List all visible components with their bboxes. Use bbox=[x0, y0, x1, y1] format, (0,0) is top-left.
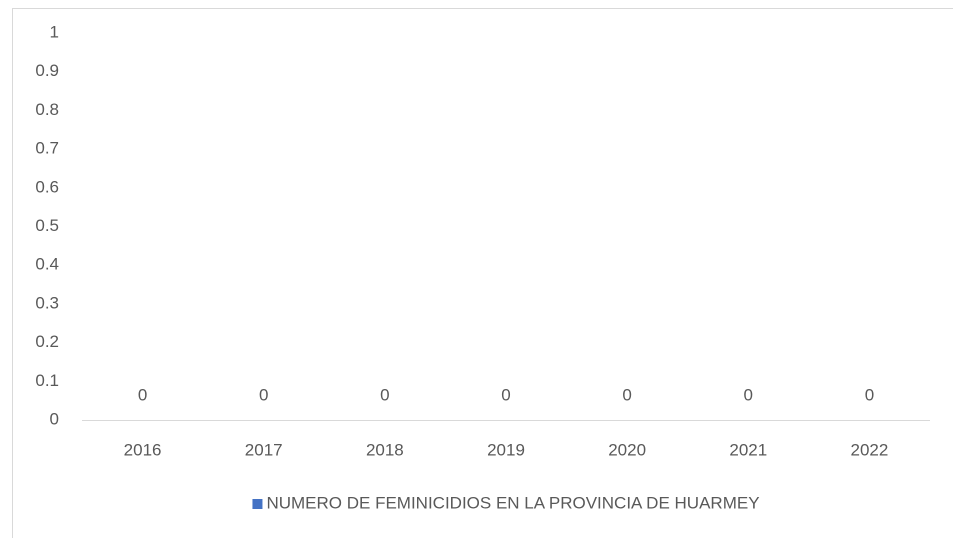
x-tick-label: 2022 bbox=[851, 440, 889, 459]
y-tick-label: 0.2 bbox=[35, 332, 59, 351]
data-label: 0 bbox=[865, 385, 874, 404]
data-label: 0 bbox=[138, 385, 147, 404]
data-label: 0 bbox=[259, 385, 268, 404]
y-tick-label: 0.8 bbox=[35, 100, 59, 119]
x-tick-label: 2017 bbox=[245, 440, 283, 459]
chart-border bbox=[12, 8, 953, 538]
y-tick-label: 0.1 bbox=[35, 371, 59, 390]
data-label: 0 bbox=[622, 385, 631, 404]
legend-label: NUMERO DE FEMINICIDIOS EN LA PROVINCIA D… bbox=[266, 493, 759, 512]
x-tick-label: 2021 bbox=[729, 440, 767, 459]
y-tick-label: 0.4 bbox=[35, 255, 59, 274]
y-tick-label: 0.9 bbox=[35, 61, 59, 80]
data-label: 0 bbox=[744, 385, 753, 404]
x-tick-label: 2018 bbox=[366, 440, 404, 459]
y-tick-label: 1 bbox=[50, 22, 59, 41]
legend-swatch bbox=[252, 499, 263, 509]
y-tick-label: 0.7 bbox=[35, 139, 59, 158]
y-tick-label: 0.5 bbox=[35, 216, 59, 235]
x-tick-label: 2020 bbox=[608, 440, 646, 459]
x-tick-label: 2016 bbox=[124, 440, 162, 459]
data-label: 0 bbox=[380, 385, 389, 404]
x-tick-label: 2019 bbox=[487, 440, 525, 459]
y-tick-label: 0 bbox=[50, 409, 59, 428]
y-tick-label: 0.6 bbox=[35, 177, 59, 196]
data-label: 0 bbox=[501, 385, 510, 404]
y-tick-label: 0.3 bbox=[35, 293, 59, 312]
